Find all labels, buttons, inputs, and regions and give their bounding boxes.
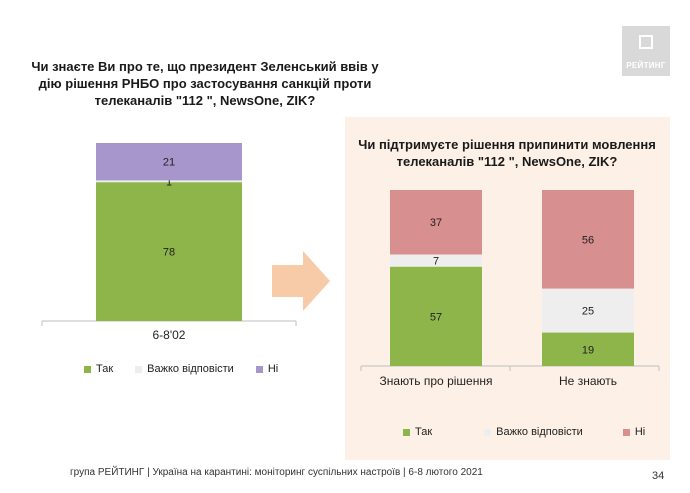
arrow-icon [272,251,330,311]
chart1-question: Чи знаєте Ви про те, що президент Зеленс… [31,59,379,108]
chart2-label-yes-1: 19 [582,344,594,356]
chart2-label-no-1: 56 [582,234,594,246]
legend2-item-yes: Так [403,426,432,438]
legend2-swatch-yes [403,428,410,436]
chart1-legend: Так Важко відповісти Ні [84,363,300,375]
legend2-swatch-hard [484,428,492,436]
legend2-label-hard: Важко відповісти [496,426,583,438]
chart2-category-0: Знають про рішення [380,374,493,388]
chart1-bar-yes-0 [96,182,242,321]
chart2-bar-yes-1 [542,332,634,366]
chart1-label-yes-0: 78 [163,247,175,259]
legend-item-yes: Так [84,363,113,375]
chart1-label-hard-0: 1 [166,176,172,188]
legend-swatch-yes [84,365,91,373]
chart2-bar-no-0 [390,190,482,255]
legend2-item-no: Ні [622,426,646,438]
legend-label-hard: Важко відповісти [147,363,234,375]
legend2-label-no: Ні [634,426,646,438]
chart2-category-1: Не знають [559,374,617,388]
chart2-question: Чи підтримуєте рішення припинити мовленн… [358,137,656,169]
logo-text: РЕЙТИНГ [626,61,666,70]
legend2-item-hard: Важко відповісти [484,426,583,438]
legend-swatch-no [255,365,263,373]
rating-logo: РЕЙТИНГ [622,26,670,76]
chart2-bar-hard-1 [542,288,634,333]
page-number: 34 [652,470,665,482]
chart1-label-no-0: 21 [163,157,175,169]
chart2-label-hard-1: 25 [582,306,594,318]
logo-icon [639,35,653,49]
chart2-label-no-0: 37 [430,217,442,229]
chart1-category-0: 6-8'02 [153,328,186,342]
chart2-legend: Так Важко відповісти Ні [403,426,667,438]
chart1-bar-no-0 [96,143,242,181]
legend2-swatch-no [622,428,630,436]
legend-label-no: Ні [267,363,279,375]
legend-item-hard: Важко відповісти [135,363,234,375]
legend2-label-yes: Так [415,426,433,438]
chart2-bar-yes-0 [390,266,482,366]
legend-swatch-hard [135,365,143,373]
legend-label-yes: Так [96,363,114,375]
chart2-label-hard-0: 7 [433,256,439,268]
chart2-label-yes-0: 57 [430,311,442,323]
chart1-bar-hard-0 [96,180,242,183]
chart2-bar-no-1 [542,190,634,289]
footer-text: група РЕЙТИНГ | Україна на карантині: мо… [70,467,483,478]
chart2-bar-hard-0 [390,254,482,267]
legend-item-no: Ні [255,363,279,375]
